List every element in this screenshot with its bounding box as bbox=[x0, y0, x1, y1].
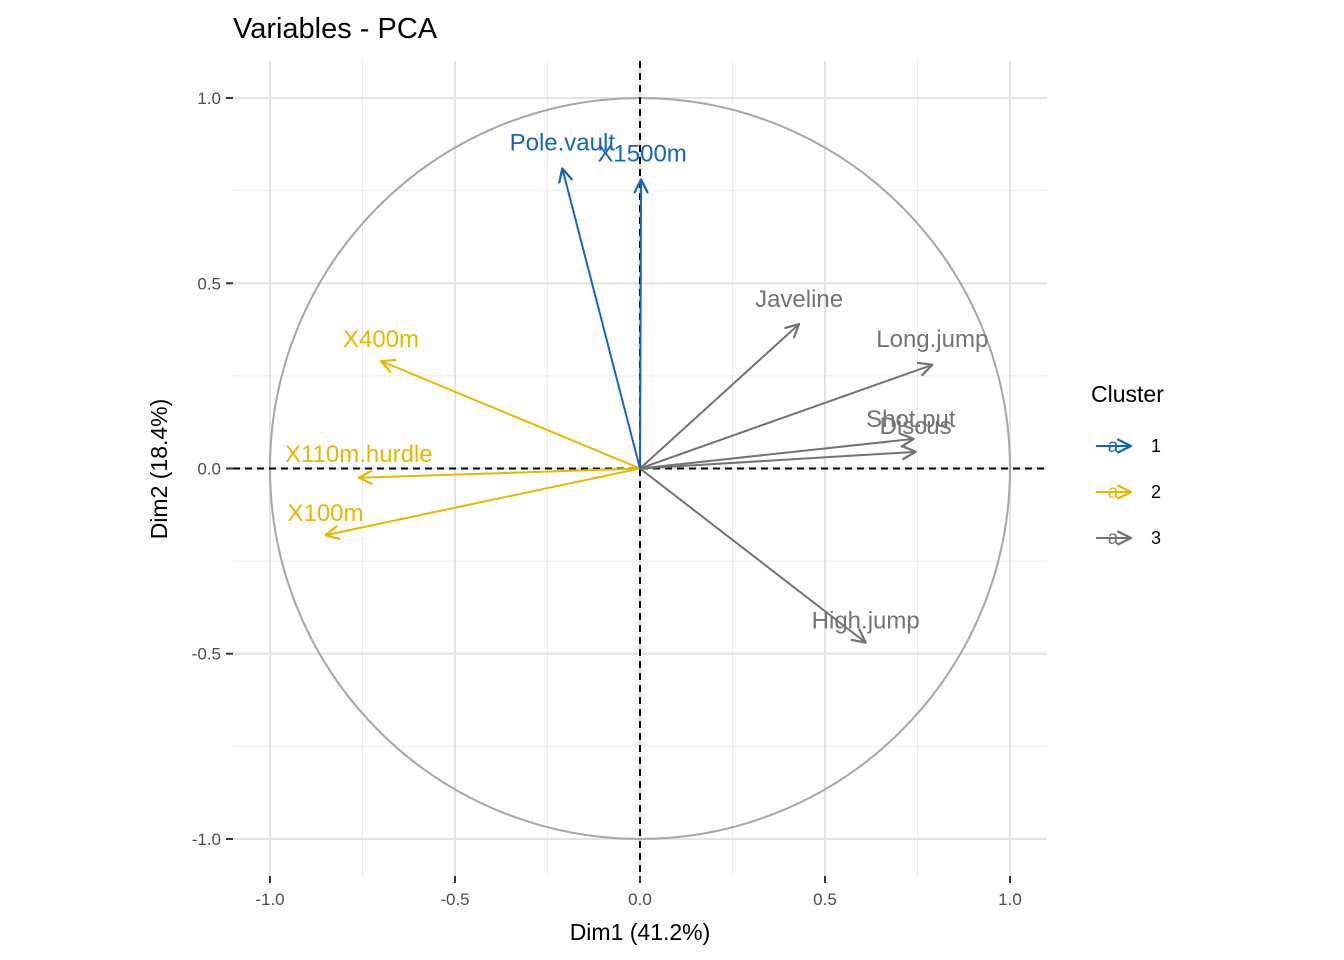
legend-label: 2 bbox=[1151, 482, 1161, 502]
variable-label-x1500m: X1500m bbox=[597, 141, 686, 168]
y-tick-label: -1.0 bbox=[192, 830, 221, 849]
variable-label-high-jump: High.jump bbox=[812, 608, 920, 635]
x-tick-label: 0.5 bbox=[813, 890, 837, 909]
x-tick-label: 1.0 bbox=[998, 890, 1022, 909]
reference-lines bbox=[233, 61, 1047, 876]
variable-label-x100m: X100m bbox=[287, 500, 363, 527]
x-tick-label: 0.0 bbox=[628, 890, 652, 909]
variable-label-shot-put: Shot.put bbox=[866, 406, 956, 433]
variable-arrow-shot-put bbox=[639, 432, 915, 470]
variable-label-javeline: Javeline bbox=[755, 286, 843, 313]
variable-labels: X100m Long.jump Shot.put High.jump X400m X110… bbox=[285, 129, 988, 634]
variable-arrow-long-jump bbox=[639, 361, 934, 470]
x-tick-label: -1.0 bbox=[255, 890, 284, 909]
variable-label-discus: Discus bbox=[880, 413, 952, 440]
variable-arrow-x100m bbox=[324, 467, 641, 540]
variable-arrow-x400m bbox=[379, 358, 641, 470]
y-tick-label: 1.0 bbox=[197, 89, 221, 108]
variable-label-x110m-hurdle: X110m.hurdle bbox=[285, 441, 433, 468]
y-tick-label: 0.0 bbox=[197, 460, 221, 479]
variable-arrow-x1500m bbox=[633, 178, 649, 469]
variable-label-pole-vault: Pole.vault bbox=[510, 129, 616, 156]
variable-label-long-jump: Long.jump bbox=[876, 326, 988, 353]
x-axis-title: Dim1 (41.2%) bbox=[570, 919, 711, 945]
y-tick-label: 0.5 bbox=[197, 274, 221, 293]
legend-title: Cluster bbox=[1091, 381, 1164, 407]
variable-arrow-x110m-hurdle bbox=[357, 467, 641, 485]
chart-title: Variables - PCA bbox=[233, 13, 438, 45]
x-tick-label: -0.5 bbox=[440, 890, 469, 909]
y-axis-title: Dim2 (18.4%) bbox=[146, 399, 172, 540]
axes: -1.0 -0.5 0.0 0.5 1.0 -1.0 -0.5 0.0 0.5 1.0 bbox=[192, 89, 1022, 909]
y-tick-label: -0.5 bbox=[192, 645, 221, 664]
legend-key-glyph: a bbox=[1108, 482, 1119, 503]
variable-label-x400m: X400m bbox=[343, 326, 419, 353]
legend-label: 1 bbox=[1151, 436, 1161, 456]
variable-arrow-high-jump bbox=[639, 467, 867, 644]
legend: Cluster a 1a 2a 3 bbox=[1091, 381, 1164, 549]
variable-arrow-javeline bbox=[639, 322, 801, 470]
legend-label: 3 bbox=[1151, 528, 1161, 548]
variable-arrow-pole-vault bbox=[558, 167, 641, 469]
legend-key-glyph: a bbox=[1108, 436, 1119, 457]
variable-arrow-discus bbox=[639, 445, 917, 470]
legend-key-glyph: a bbox=[1108, 528, 1119, 549]
variable-arrows bbox=[324, 167, 934, 644]
